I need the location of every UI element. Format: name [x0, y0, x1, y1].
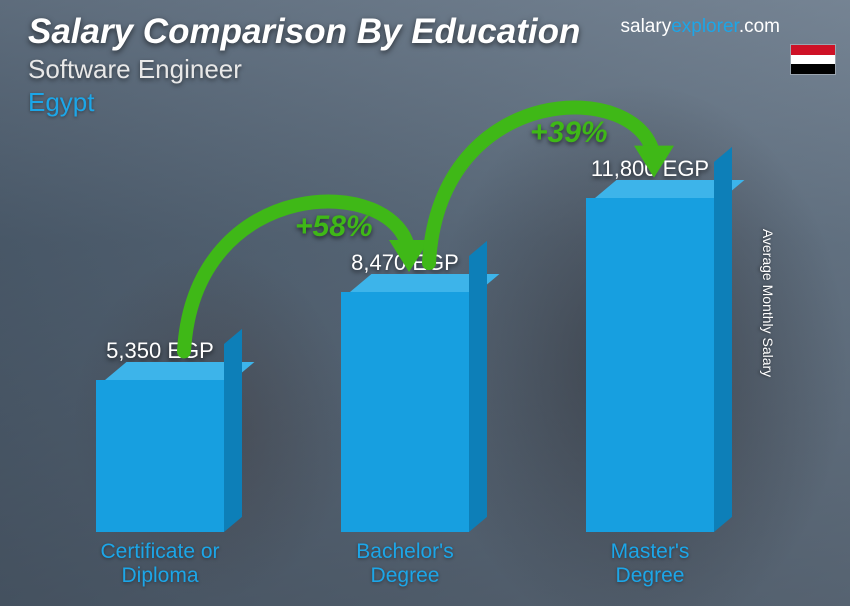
country-label: Egypt: [28, 87, 830, 118]
flag-stripe-top: [791, 45, 835, 55]
bar-front-face: [586, 198, 714, 532]
flag-icon: [790, 44, 836, 75]
bar-category-label: Bachelor'sDegree: [320, 540, 490, 588]
site-suffix: .com: [739, 16, 780, 37]
site-brand: salaryexplorer.com: [621, 16, 780, 38]
bar-category-label: Master'sDegree: [565, 540, 735, 588]
bar-side-face: [224, 329, 242, 532]
flag-stripe-bot: [791, 64, 835, 74]
bar-group: 8,470 EGPBachelor'sDegree: [320, 274, 490, 588]
bar-category-label: Certificate orDiploma: [75, 540, 245, 588]
bar: [341, 274, 469, 532]
bar-front-face: [96, 380, 224, 532]
bar-front-face: [341, 292, 469, 532]
increase-pct-label: +58%: [295, 210, 373, 244]
flag-stripe-mid: [791, 55, 835, 65]
bar-group: 5,350 EGPCertificate orDiploma: [75, 362, 245, 588]
increase-pct-label: +39%: [530, 116, 608, 150]
bar-group: 11,800 EGPMaster'sDegree: [565, 180, 735, 588]
bar: [96, 362, 224, 532]
bar-chart: 5,350 EGPCertificate orDiploma 8,470 EGPB…: [60, 128, 800, 588]
bar-side-face: [469, 241, 487, 532]
site-prefix: salary: [621, 16, 672, 37]
job-title: Software Engineer: [28, 54, 830, 85]
site-mid: explorer: [671, 16, 739, 37]
bar-side-face: [714, 147, 732, 532]
bar: [586, 180, 714, 532]
